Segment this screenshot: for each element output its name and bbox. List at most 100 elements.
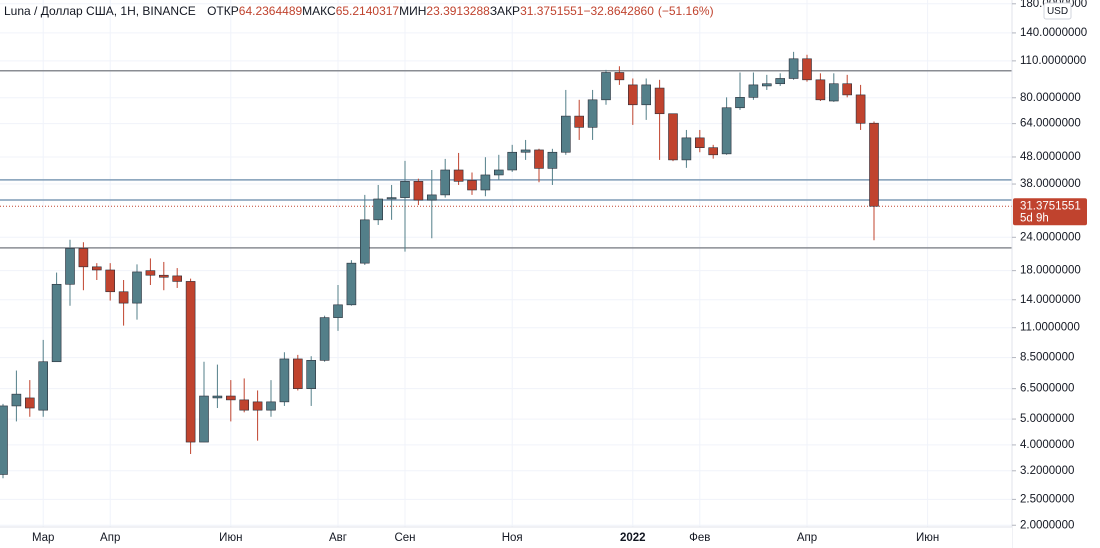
candle-body [855, 94, 866, 124]
candle-body [145, 270, 156, 276]
candle-body [440, 169, 451, 196]
y-tick-label: 48.0000000 [1020, 151, 1081, 163]
candle-body [266, 401, 276, 411]
candle-body [681, 137, 692, 161]
candle-body [105, 269, 115, 293]
candle-body [520, 149, 531, 153]
candle-body [735, 97, 745, 109]
candle-body [467, 180, 477, 191]
candle-body [172, 275, 182, 282]
candle-body [641, 84, 652, 106]
price-tag-value: 31.3751551 [1020, 200, 1081, 212]
candle-body [761, 83, 772, 87]
candle-body [574, 115, 585, 128]
candle-body [775, 78, 786, 85]
change-percent: (−51.16%) [657, 4, 714, 18]
ohlc-label: ЗАКР [489, 4, 521, 18]
candle-body [828, 83, 839, 102]
candle-body [373, 198, 384, 221]
legend-header: Luna / Доллар США, 1Н, BINANCE ОТКР64.23… [4, 4, 714, 18]
candle-body [815, 79, 826, 101]
x-tick-label: Фев [689, 532, 710, 544]
x-tick-label: Июн [219, 532, 242, 544]
price-tag-countdown: 5d 9h [1020, 212, 1049, 224]
candle-body [547, 151, 558, 169]
candle-body [346, 262, 357, 306]
candle-body [65, 248, 75, 285]
candle-body [654, 87, 665, 115]
ohlc-value: 23.3913288 [426, 4, 490, 18]
y-tick-label: 18.0000000 [1020, 265, 1081, 277]
currency-box [1043, 2, 1072, 20]
candle-body [11, 393, 22, 407]
ohlc-label: ОТКР [207, 4, 239, 18]
candle-body [159, 274, 169, 278]
y-tick-label: 38.0000000 [1020, 178, 1081, 190]
candle-body [239, 399, 249, 411]
ohlc-label: МАКС [302, 4, 336, 18]
ohlc-value: 65.2140317 [335, 4, 400, 18]
candle-body [614, 72, 625, 81]
candle-body [212, 395, 223, 399]
candle-body [668, 113, 678, 161]
candle-body [507, 151, 518, 171]
x-tick-label: Авг [329, 532, 347, 544]
candle-body [359, 219, 370, 264]
candle-body [748, 84, 759, 98]
candle-body [132, 271, 142, 304]
candle-body [226, 395, 236, 401]
candle-body [400, 181, 410, 198]
x-tick-label: Мар [32, 532, 55, 544]
ohlc-label: МИН [399, 4, 427, 18]
candle-body [92, 266, 102, 271]
candle-body [118, 291, 129, 304]
candle-body [426, 194, 437, 201]
candle-body [453, 169, 464, 182]
ohlc-value: 31.3751551 [520, 4, 584, 18]
candle-body [869, 122, 879, 207]
x-tick-label: Июн [916, 532, 939, 544]
candle-body [306, 360, 317, 389]
y-tick-label: 4.0000000 [1020, 439, 1074, 451]
candle-body [51, 283, 62, 363]
candle-body [199, 395, 209, 443]
candle-body [78, 248, 89, 268]
y-tick-label: 2.5000000 [1020, 493, 1074, 505]
candle-body [627, 84, 638, 106]
x-tick-label: Апр [797, 532, 817, 544]
candle-body [333, 304, 343, 318]
change-value: −32.8642860 [583, 4, 654, 18]
y-tick-label: 5.0000000 [1020, 413, 1074, 425]
y-tick-label: 6.5000000 [1020, 383, 1074, 395]
candle-body [24, 397, 35, 409]
candle-body [587, 99, 598, 128]
candle-body [802, 58, 812, 81]
candle-body [788, 58, 799, 79]
price-tag [1013, 198, 1087, 226]
y-tick-label: 11.0000000 [1020, 322, 1080, 334]
y-tick-label: 64.0000000 [1020, 118, 1081, 130]
y-tick-label: 8.5000000 [1020, 352, 1074, 364]
y-tick-label: 2.0000000 [1020, 519, 1074, 531]
x-tick-label: Сен [394, 532, 415, 544]
candle-body [560, 115, 571, 153]
candle-body [708, 147, 719, 156]
candle-body [480, 174, 491, 191]
y-tick-label: 140.0000000 [1020, 27, 1087, 39]
candle-body [319, 317, 330, 361]
candle-body [413, 181, 424, 201]
x-tick-label: Ноя [502, 532, 523, 544]
time-axis-bg [0, 527, 1012, 548]
candle-body [601, 72, 611, 101]
candle-body [386, 197, 397, 200]
candle-body [493, 169, 504, 176]
symbol-title[interactable]: Luna / Доллар США, 1Н, BINANCE [4, 4, 196, 18]
y-tick-label: 14.0000000 [1020, 294, 1081, 306]
candle-body [292, 358, 303, 389]
price-axis-bg [1012, 0, 1100, 548]
candle-body [0, 405, 8, 475]
x-tick-label: 2022 [620, 532, 646, 544]
y-tick-label: 24.0000000 [1020, 231, 1081, 243]
currency-label[interactable]: USD [1047, 6, 1068, 17]
